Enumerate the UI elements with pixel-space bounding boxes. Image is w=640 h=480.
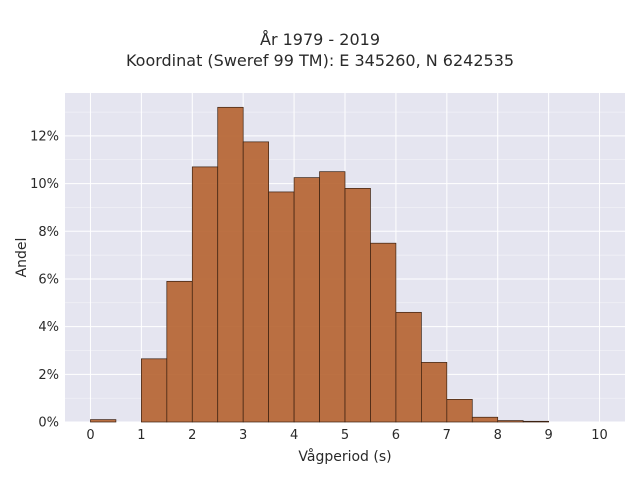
histogram-bar: [319, 171, 346, 423]
x-tick-label: 6: [392, 428, 400, 443]
x-tick-label: 7: [443, 428, 451, 443]
chart-title-line-1: År 1979 - 2019: [260, 30, 380, 49]
x-tick-label: 0: [86, 428, 94, 443]
histogram-bar: [166, 280, 193, 423]
histogram-bar: [141, 358, 168, 423]
histogram-bar: [421, 362, 448, 423]
y-tick-label: 12%: [30, 129, 59, 144]
y-tick-label: 8%: [38, 225, 59, 240]
x-tick-label: 10: [591, 428, 608, 443]
histogram-bar: [293, 177, 320, 423]
x-tick-label: 2: [188, 428, 196, 443]
histogram-bar: [370, 242, 397, 423]
y-tick-label: 4%: [38, 320, 59, 335]
x-axis-label: Vågperiod (s): [298, 448, 391, 465]
histogram-bar: [395, 311, 422, 423]
x-tick-label: 3: [239, 428, 247, 443]
y-tick-label: 0%: [38, 416, 59, 431]
histogram-bar: [471, 416, 499, 423]
x-tick-label: 9: [544, 428, 552, 443]
y-tick-label: 2%: [38, 368, 59, 383]
histogram-bar: [217, 106, 244, 423]
y-tick-label: 6%: [38, 272, 59, 287]
histogram-bar: [344, 188, 371, 423]
chart-title-line-2: Koordinat (Sweref 99 TM): E 345260, N 62…: [125, 51, 515, 70]
x-tick-label: 5: [341, 428, 349, 443]
y-tick-label: 10%: [30, 177, 59, 192]
histogram-bar: [191, 166, 219, 423]
histogram-bar: [90, 419, 117, 423]
x-tick-label: 1: [137, 428, 145, 443]
x-tick-label: 4: [290, 428, 298, 443]
histogram-bar: [446, 399, 473, 423]
y-axis-label: Andel: [14, 238, 30, 278]
histogram-bar: [242, 141, 269, 423]
histogram-bar: [522, 420, 549, 423]
x-tick-label: 8: [494, 428, 502, 443]
histogram-bar: [497, 420, 524, 423]
histogram-bar: [268, 191, 295, 423]
